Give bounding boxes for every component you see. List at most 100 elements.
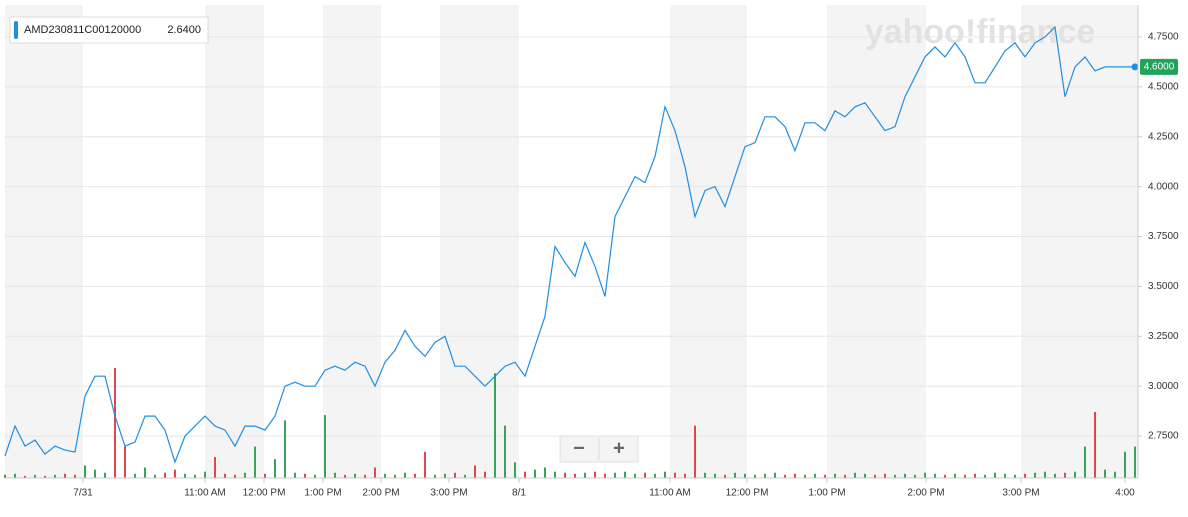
x-tick-label: 4:00	[1115, 488, 1135, 499]
volume-bar	[1004, 473, 1006, 478]
volume-bar	[554, 471, 556, 478]
volume-bar	[4, 474, 6, 478]
volume-bar	[24, 475, 26, 478]
volume-bar	[754, 474, 756, 478]
volume-bar	[694, 425, 696, 478]
zoom-out[interactable]: −	[573, 437, 585, 459]
volume-bar	[204, 471, 206, 478]
volume-bar	[454, 472, 456, 478]
legend-title: AMD230811C00120000	[24, 24, 141, 36]
volume-bar	[374, 467, 376, 478]
volume-bar	[724, 474, 726, 478]
volume-bar	[904, 473, 906, 478]
volume-bar	[294, 472, 296, 478]
volume-bar	[984, 474, 986, 478]
volume-bar	[574, 473, 576, 478]
volume-bar	[1064, 472, 1066, 478]
volume-bar	[664, 471, 666, 478]
volume-bar	[474, 465, 476, 478]
volume-bar	[354, 473, 356, 478]
band	[323, 5, 381, 478]
zoom-in[interactable]: +	[613, 437, 625, 459]
volume-bar	[774, 472, 776, 478]
y-tick-label: 3.7500	[1148, 231, 1179, 242]
volume-bar	[704, 472, 706, 478]
volume-bar	[134, 473, 136, 478]
y-tick-label: 3.0000	[1148, 381, 1179, 392]
volume-bar	[964, 474, 966, 478]
x-tick-label: 1:00 PM	[808, 488, 845, 499]
volume-bar	[804, 474, 806, 478]
volume-bar	[94, 469, 96, 478]
volume-bar	[884, 473, 886, 478]
y-tick-label: 4.0000	[1148, 181, 1179, 192]
volume-bar	[924, 472, 926, 478]
volume-bar	[674, 472, 676, 478]
volume-bar	[104, 472, 106, 478]
x-tick-label: 11:00 AM	[649, 488, 691, 499]
x-tick-label: 1:00 PM	[304, 488, 341, 499]
volume-bar	[1034, 472, 1036, 478]
volume-bar	[34, 474, 36, 478]
volume-bar	[944, 474, 946, 478]
volume-bar	[874, 474, 876, 478]
volume-bar	[314, 474, 316, 478]
x-tick-label: 3:00 PM	[430, 488, 467, 499]
volume-bar	[344, 474, 346, 478]
volume-bar	[614, 472, 616, 478]
volume-bar	[184, 473, 186, 478]
volume-bar	[584, 472, 586, 478]
volume-bar	[684, 473, 686, 478]
volume-bar	[1024, 473, 1026, 478]
volume-bar	[64, 473, 66, 478]
plot	[4, 25, 1139, 464]
volume-bar	[214, 457, 216, 478]
last-value-box	[1140, 58, 1178, 75]
volume-bar	[264, 473, 266, 478]
volume-bar	[594, 471, 596, 478]
x-tick-label: 12:00 PM	[243, 488, 286, 499]
band	[5, 5, 83, 478]
x-tick-label: 2:00 PM	[362, 488, 399, 499]
volume-bar	[824, 474, 826, 478]
x-tick-label: 3:00 PM	[1002, 488, 1039, 499]
volume-bar	[124, 446, 126, 478]
volume-bar	[1074, 471, 1076, 478]
volume-bar	[244, 472, 246, 478]
volume-bar	[714, 473, 716, 478]
volume-bar	[1014, 474, 1016, 478]
grid	[5, 36, 1142, 483]
volume-bar	[424, 451, 426, 478]
session-bands	[5, 5, 1138, 478]
volume-bar	[304, 473, 306, 478]
volume-bar	[334, 472, 336, 478]
volume-bar	[604, 473, 606, 478]
last-value-label: 4.6000	[1144, 62, 1175, 73]
volume-bar	[974, 473, 976, 478]
x-tick-label: 12:00 PM	[726, 488, 769, 499]
volume-bar	[854, 472, 856, 478]
volume-bar	[1134, 446, 1136, 478]
volume-bar	[464, 474, 466, 478]
volume-bar	[644, 472, 646, 478]
volume-bar	[364, 474, 366, 478]
volume-bar	[1084, 446, 1086, 478]
volume-bar	[1094, 412, 1096, 478]
volume-bar	[504, 425, 506, 478]
volume-bar	[544, 467, 546, 478]
volume-bar	[834, 473, 836, 478]
band	[670, 5, 747, 478]
volume-bar	[114, 368, 116, 478]
volume-bar	[1104, 469, 1106, 478]
volume-bar	[954, 473, 956, 478]
volume-bar	[194, 474, 196, 478]
volume-bar	[224, 473, 226, 478]
volume-bar	[164, 472, 166, 478]
volume-bar	[84, 465, 86, 478]
volume-bar	[74, 474, 76, 478]
volume-bar	[914, 474, 916, 478]
x-tick-label: 8/1	[512, 488, 526, 499]
volume-bar	[634, 473, 636, 478]
price-line	[4, 25, 1135, 464]
